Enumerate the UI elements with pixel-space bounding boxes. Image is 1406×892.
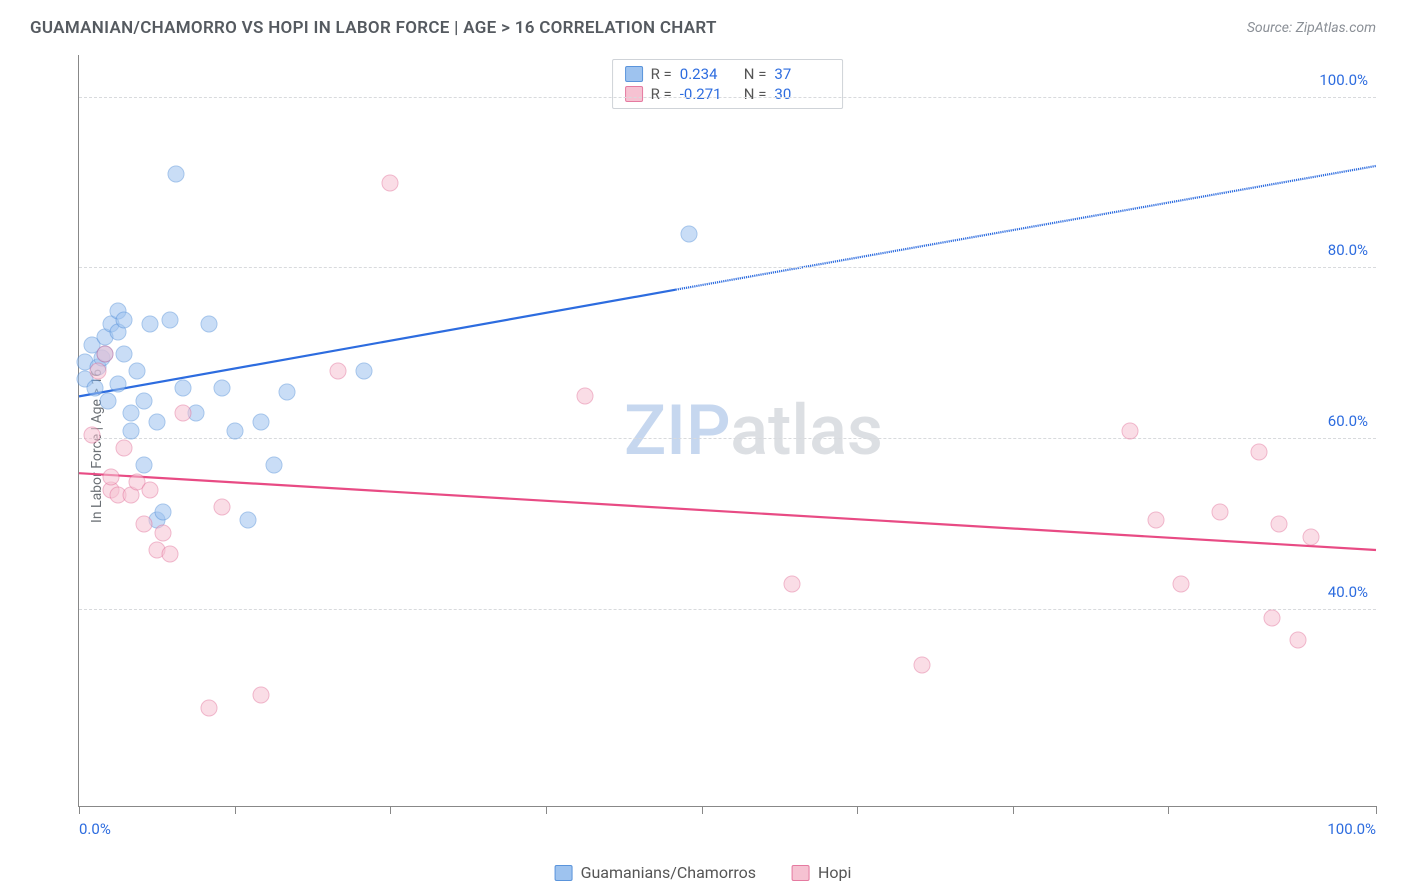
data-point xyxy=(356,362,373,379)
x-tick-label: 100.0% xyxy=(1327,820,1376,838)
data-point xyxy=(1251,443,1268,460)
data-point xyxy=(122,422,139,439)
correlation-legend: R = 0.234 N = 37 R = -0.271 N = 30 xyxy=(612,59,844,109)
data-point xyxy=(576,388,593,405)
data-point xyxy=(252,413,269,430)
data-point xyxy=(914,657,931,674)
data-point xyxy=(1173,576,1190,593)
x-tick xyxy=(1013,806,1014,814)
x-tick xyxy=(702,806,703,814)
data-point xyxy=(142,315,159,332)
data-point xyxy=(1270,516,1287,533)
gridline xyxy=(79,97,1376,98)
data-point xyxy=(174,405,191,422)
data-point xyxy=(96,345,113,362)
gridline xyxy=(79,609,1376,610)
data-point xyxy=(213,499,230,516)
data-point xyxy=(200,315,217,332)
data-point xyxy=(135,456,152,473)
data-point xyxy=(99,392,116,409)
data-point xyxy=(135,516,152,533)
data-point xyxy=(168,166,185,183)
x-tick xyxy=(857,806,858,814)
x-tick xyxy=(235,806,236,814)
data-point xyxy=(116,439,133,456)
gridline xyxy=(79,438,1376,439)
gridline xyxy=(79,267,1376,268)
data-point xyxy=(103,469,120,486)
data-point xyxy=(252,687,269,704)
data-point xyxy=(83,426,100,443)
data-point xyxy=(265,456,282,473)
data-point xyxy=(278,384,295,401)
data-point xyxy=(1290,631,1307,648)
x-tick xyxy=(79,806,80,814)
legend-row: R = 0.234 N = 37 xyxy=(625,64,831,84)
x-tick-label: 0.0% xyxy=(79,820,111,838)
data-point xyxy=(122,405,139,422)
data-point xyxy=(155,524,172,541)
data-point xyxy=(200,699,217,716)
data-point xyxy=(90,362,107,379)
data-point xyxy=(129,362,146,379)
data-point xyxy=(142,482,159,499)
data-point xyxy=(382,175,399,192)
data-point xyxy=(116,311,133,328)
data-point xyxy=(161,546,178,563)
data-point xyxy=(330,362,347,379)
x-tick xyxy=(1376,806,1377,814)
legend-item: Hopi xyxy=(792,863,851,882)
data-point xyxy=(109,375,126,392)
x-tick xyxy=(1168,806,1169,814)
y-tick-label: 100.0% xyxy=(1319,71,1368,89)
legend-row: R = -0.271 N = 30 xyxy=(625,84,831,104)
y-tick-label: 60.0% xyxy=(1328,412,1368,430)
x-tick xyxy=(546,806,547,814)
data-point xyxy=(1121,422,1138,439)
y-tick-label: 80.0% xyxy=(1328,241,1368,259)
source-attribution: Source: ZipAtlas.com xyxy=(1247,20,1376,36)
data-point xyxy=(155,503,172,520)
y-tick-label: 40.0% xyxy=(1328,583,1368,601)
plot-area: ZIPatlas R = 0.234 N = 37 R = -0.271 N =… xyxy=(78,55,1376,807)
data-point xyxy=(226,422,243,439)
correlation-chart: In Labor Force | Age > 16 ZIPatlas R = 0… xyxy=(30,55,1376,837)
data-point xyxy=(116,345,133,362)
data-point xyxy=(1212,503,1229,520)
data-point xyxy=(1264,610,1281,627)
data-point xyxy=(148,413,165,430)
data-point xyxy=(135,392,152,409)
series-legend: Guamanians/Chamorros Hopi xyxy=(555,863,852,882)
watermark: ZIPatlas xyxy=(624,390,883,472)
data-point xyxy=(680,226,697,243)
x-tick xyxy=(390,806,391,814)
data-point xyxy=(161,311,178,328)
data-point xyxy=(213,379,230,396)
data-point xyxy=(174,379,191,396)
legend-item: Guamanians/Chamorros xyxy=(555,863,756,882)
data-point xyxy=(239,512,256,529)
data-point xyxy=(784,576,801,593)
data-point xyxy=(1147,512,1164,529)
data-point xyxy=(1303,529,1320,546)
page-title: GUAMANIAN/CHAMORRO VS HOPI IN LABOR FORC… xyxy=(30,18,717,38)
